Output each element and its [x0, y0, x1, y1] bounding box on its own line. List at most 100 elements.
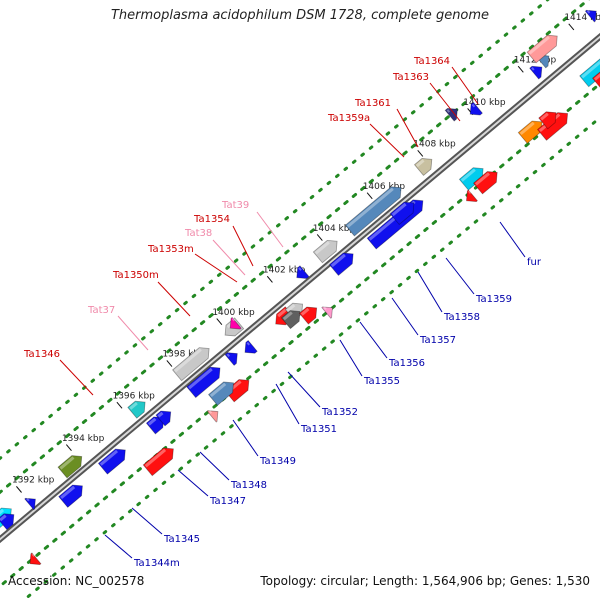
gene-feature-highlight	[446, 109, 451, 113]
gene-feature-shape	[312, 239, 338, 264]
bottom-label-leader	[445, 257, 475, 295]
top-label-leader	[369, 123, 405, 158]
gene-feature-arrow	[244, 339, 258, 354]
gene-feature-shape	[58, 484, 83, 508]
bottom-gene-label: Ta1347	[209, 496, 246, 507]
gene-feature-shape	[298, 306, 318, 325]
gene-feature-highlight	[147, 417, 157, 426]
bottom-label-leader	[417, 271, 443, 313]
kbp-tick-mark	[517, 65, 524, 73]
gene-features	[0, 9, 600, 565]
gene-feature-highlight	[129, 401, 138, 410]
kbp-tick-label: 1396 kbp	[112, 392, 155, 402]
kbp-tick-label: 1408 kbp	[413, 140, 456, 150]
genome-summary-text: Topology: circular; Length: 1,564,906 bp…	[260, 574, 590, 588]
gene-feature-highlight	[300, 307, 310, 316]
gene-feature-shape	[24, 497, 36, 511]
gene-feature-highlight	[586, 10, 591, 14]
top-gene-label: Ta1353m	[147, 244, 194, 255]
gene-feature-highlight	[286, 303, 296, 312]
top-label-leader	[396, 108, 419, 148]
gene-feature-arrow	[280, 310, 301, 330]
kbp-tick-mark	[216, 318, 223, 326]
gene-feature-highlight	[0, 514, 7, 522]
kbp-tick-mark	[116, 401, 123, 409]
map-title: Thermoplasma acidophilum DSM 1728, compl…	[110, 8, 490, 23]
gene-feature-arrow	[206, 410, 219, 423]
bottom-label-leader	[199, 451, 230, 481]
gene-feature-shape	[155, 410, 172, 427]
bottom-label-leader	[287, 371, 321, 408]
gene-feature-highlight	[226, 353, 231, 358]
gene-feature-highlight	[60, 485, 76, 500]
gene-feature-shape	[97, 448, 126, 475]
gene-feature-arrow	[526, 34, 558, 64]
gene-feature-shape	[579, 53, 600, 88]
kbp-tick-mark	[16, 486, 22, 493]
gene-feature-shape	[466, 189, 478, 203]
bottom-gene-label: Ta1358	[443, 312, 480, 323]
gene-feature-highlight	[298, 267, 302, 271]
strand-dotted-track	[21, 115, 600, 600]
gene-feature-arrow	[413, 158, 433, 176]
bottom-label-leader	[391, 297, 419, 336]
bottom-gene-label: Ta1348	[230, 480, 267, 491]
gene-feature-shape	[207, 381, 234, 406]
bottom-label-leader	[339, 339, 363, 377]
gene-feature-shape	[413, 158, 433, 176]
kbp-tick-label: 1398 kbp	[162, 350, 205, 360]
gene-feature-highlight	[0, 508, 5, 523]
top-label-leader	[256, 211, 284, 248]
kbp-tick-label: 1410 kbp	[463, 98, 506, 108]
top-gene-label: Tat37	[87, 305, 115, 316]
bottom-label-leader	[177, 469, 209, 497]
gene-feature-shape	[389, 201, 415, 226]
gene-feature-shape	[529, 65, 543, 80]
gene-feature-shape	[224, 352, 238, 366]
gene-feature-arrow	[312, 239, 338, 264]
gene-feature-arrow	[229, 316, 242, 330]
gene-feature-shape	[328, 252, 354, 276]
gene-feature-arrow	[466, 189, 478, 203]
kbp-tick-mark	[568, 23, 575, 31]
gene-feature-shape	[29, 552, 42, 565]
kbp-tick-label: 1392 kbp	[12, 476, 55, 486]
kbp-tick-mark	[366, 192, 373, 200]
top-gene-label: Ta1361	[354, 98, 391, 109]
top-gene-label: Ta1363	[392, 72, 429, 83]
bottom-label-leader	[131, 507, 163, 535]
gene-feature-arrow	[579, 53, 600, 88]
top-label-leader	[157, 281, 191, 317]
gene-feature-highlight	[323, 306, 327, 310]
gene-feature-highlight	[391, 202, 407, 217]
bottom-gene-label: Ta1345	[163, 534, 200, 545]
gene-feature-highlight	[188, 367, 213, 390]
gene-feature-shape	[172, 347, 210, 382]
kbp-ticks: 1392 kbp 1394 kbp 1396 kbp 1398 kbp 1400 kbp…	[12, 13, 600, 493]
bottom-gene-label: Ta1352	[321, 407, 358, 418]
gene-feature-highlight	[59, 456, 75, 470]
gene-feature-arrow	[224, 352, 238, 366]
kbp-tick-label: 1414 kbp	[564, 13, 600, 23]
bottom-gene-label: Ta1355	[363, 376, 400, 387]
kbp-tick-label: 1394 kbp	[62, 434, 105, 444]
gene-labels: Ta1346 Tat37 Ta1350m Ta1353m Tat38 Ta1354 Tat3…	[23, 56, 542, 569]
top-gene-label: Tat38	[184, 228, 212, 239]
gene-feature-highlight	[26, 497, 30, 502]
bottom-gene-label: Ta1359	[475, 294, 512, 305]
gene-feature-shape	[127, 400, 146, 419]
gene-feature-highlight	[282, 311, 293, 321]
top-gene-label: Ta1359a	[327, 113, 370, 124]
gene-feature-shape	[142, 447, 174, 477]
gene-feature-shape	[280, 310, 301, 330]
gene-feature-highlight	[209, 382, 227, 398]
top-label-leader	[232, 225, 254, 267]
gene-feature-arrow	[142, 447, 174, 477]
gene-feature-arrow	[529, 65, 543, 80]
gene-feature-shape	[0, 507, 12, 531]
gene-feature-arrow	[538, 111, 557, 130]
top-gene-label: Ta1364	[413, 56, 450, 67]
gene-feature-highlight	[474, 172, 490, 186]
gene-feature-arrow	[0, 513, 15, 531]
gene-feature-highlight	[314, 241, 330, 255]
